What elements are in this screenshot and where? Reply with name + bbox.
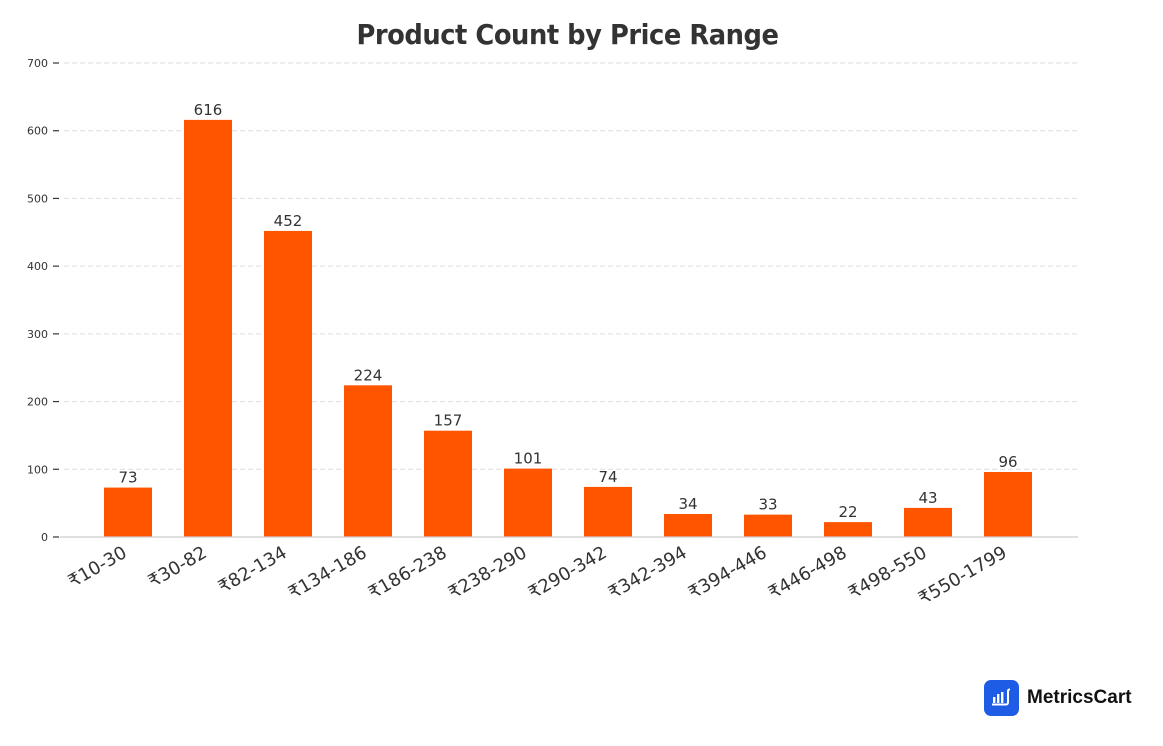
x-tick-label: ₹290-342 <box>525 542 611 604</box>
metricscart-logo-icon <box>984 680 1019 716</box>
bar <box>104 487 152 537</box>
x-tick-label: ₹342-394 <box>605 542 691 604</box>
x-tick-label: ₹82-134 <box>215 542 291 598</box>
x-tick-label: ₹10-30 <box>65 542 131 592</box>
bar-value-label: 96 <box>998 453 1017 471</box>
bar <box>264 230 312 537</box>
x-tick-label: ₹446-498 <box>765 542 851 604</box>
bar-value-label: 74 <box>598 468 617 486</box>
bars: 73 616 452 224 157 101 74 34 33 22 43 96 <box>104 101 1032 537</box>
x-tick-label: ₹238-290 <box>445 542 531 604</box>
y-tick-label: 500 <box>27 192 48 205</box>
bar <box>184 119 232 537</box>
bar-value-label: 224 <box>354 366 383 384</box>
bar-value-label: 101 <box>514 450 543 468</box>
bar <box>504 468 552 537</box>
bar-value-label: 452 <box>274 212 303 230</box>
bar-value-label: 73 <box>118 469 137 487</box>
y-tick-label: 600 <box>27 125 48 138</box>
brand-name: MetricsCart <box>1027 687 1132 708</box>
gridlines <box>64 62 1078 470</box>
bar-value-label: 33 <box>758 496 777 514</box>
bar <box>344 385 392 537</box>
chart-title: Product Count by Price Range <box>356 18 779 51</box>
x-axis: ₹10-30 ₹30-82 ₹82-134₹134-186₹186-238₹238-… <box>60 536 1078 609</box>
y-tick-label: 100 <box>27 463 48 476</box>
bar <box>744 514 792 537</box>
y-axis: 0 100 200 300 400 500 600 700 <box>27 57 59 544</box>
bar-value-label: 43 <box>918 489 937 507</box>
bar <box>984 471 1032 537</box>
bar-chart: 0 100 200 300 400 500 600 700 73 616 452 224 157 101… <box>27 57 1078 609</box>
bar <box>584 486 632 537</box>
bar-value-label: 22 <box>838 503 857 521</box>
bar-value-label: 616 <box>194 101 223 119</box>
bar <box>424 430 472 537</box>
bar <box>904 507 952 537</box>
bar <box>824 522 872 537</box>
bar <box>664 513 712 537</box>
x-tick-label: ₹550-1799 <box>915 542 1010 609</box>
y-tick-label: 400 <box>27 260 48 273</box>
x-tick-label: ₹394-446 <box>685 542 771 604</box>
x-tick-label: ₹186-238 <box>365 542 451 604</box>
x-tick-label: ₹134-186 <box>285 542 371 604</box>
bar-value-label: 34 <box>678 495 697 513</box>
y-tick-label: 0 <box>41 531 48 544</box>
bar-value-label: 157 <box>434 412 463 430</box>
y-tick-label: 700 <box>27 57 48 70</box>
x-tick-label: ₹30-82 <box>145 542 211 592</box>
y-tick-label: 200 <box>27 396 48 409</box>
y-tick-label: 300 <box>27 328 48 341</box>
brand-logo-block: MetricsCart <box>984 680 1132 716</box>
